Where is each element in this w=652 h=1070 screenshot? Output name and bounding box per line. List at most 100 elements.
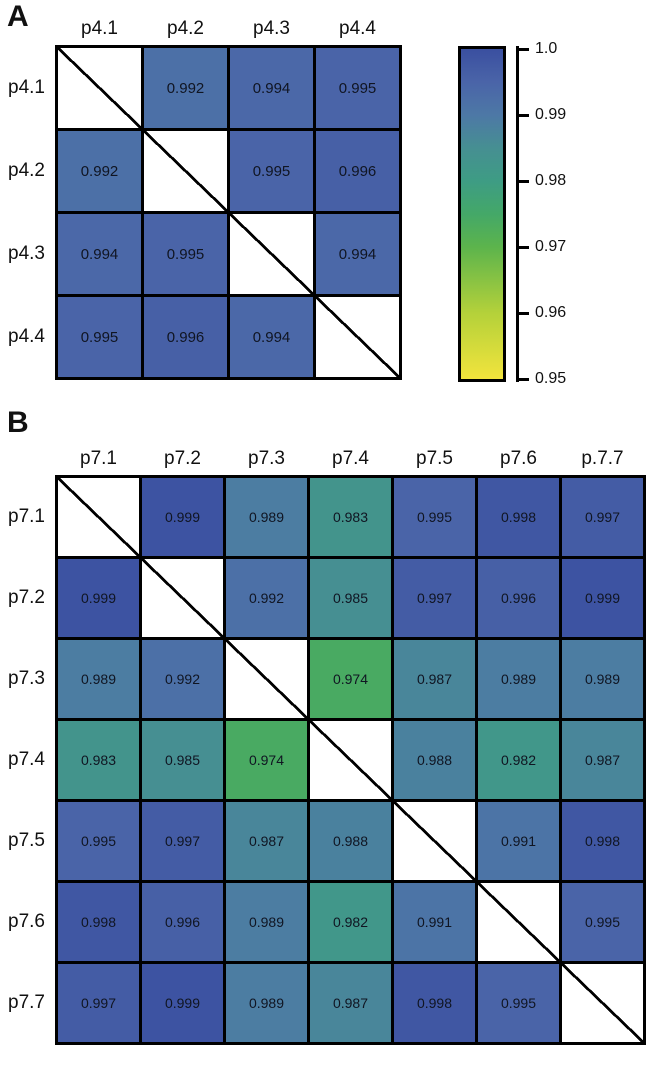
matrix-cell: 0.989 — [562, 640, 643, 718]
matrix-cell: 0.974 — [310, 640, 391, 718]
diagonal-cell — [142, 559, 223, 637]
matrix-cell: 0.992 — [226, 559, 307, 637]
column-header: p7.2 — [164, 448, 201, 469]
matrix-cell: 0.998 — [562, 802, 643, 880]
matrix-cell: 0.974 — [226, 721, 307, 799]
colorbar-tick-label: 0.95 — [535, 370, 567, 387]
row-header: p4.3 — [8, 243, 45, 264]
matrix-cell: 0.983 — [58, 721, 139, 799]
matrix-cell: 0.982 — [478, 721, 559, 799]
diagonal-cell — [230, 214, 313, 294]
colorbar-tick — [516, 311, 529, 315]
matrix-cell: 0.992 — [142, 640, 223, 718]
colorbar-legend: 1.0 0.99 0.98 0.97 0.96 0.95 — [458, 40, 638, 406]
matrix-cell: 0.992 — [144, 48, 227, 128]
matrix-cell: 0.999 — [58, 559, 139, 637]
matrix-cell: 0.982 — [310, 883, 391, 961]
colorbar-axis: 1.0 0.99 0.98 0.97 0.96 0.95 — [516, 40, 626, 387]
panel-b-heatmap: p7.1 p7.2 p7.3 p7.4 p7.5 p7.6 p.7.7 p7.1 p7.2 p7.… — [6, 448, 646, 1045]
matrix-cell: 0.996 — [316, 131, 399, 211]
column-header: p7.1 — [80, 448, 117, 469]
matrix-cell: 0.994 — [58, 214, 141, 294]
row-header: p7.7 — [8, 992, 45, 1013]
matrix-cell: 0.988 — [310, 802, 391, 880]
row-header: p4.4 — [8, 326, 45, 347]
matrix-cell: 0.989 — [226, 883, 307, 961]
row-header: p4.2 — [8, 160, 45, 181]
matrix-cell: 0.989 — [226, 478, 307, 556]
matrix-cell: 0.999 — [142, 964, 223, 1042]
row-header: p4.1 — [8, 77, 45, 98]
colorbar-tick-label: 0.96 — [535, 304, 567, 321]
row-header: p7.2 — [8, 587, 45, 608]
matrix-cell: 0.987 — [562, 721, 643, 799]
matrix-cell: 0.994 — [230, 48, 313, 128]
diagonal-cell — [562, 964, 643, 1042]
colorbar-tick-label: 1.0 — [535, 40, 558, 57]
matrix-cell: 0.983 — [310, 478, 391, 556]
row-header: p7.1 — [8, 506, 45, 527]
panel-a-heatmap: p4.1 p4.2 p4.3 p4.4 p4.1 p4.2 p4.3 p4.4 0.992 0.9… — [6, 18, 402, 380]
colorbar-tick — [516, 47, 529, 51]
matrix-cell: 0.989 — [226, 964, 307, 1042]
panel-a-letter: A — [7, 0, 29, 33]
matrix-cell: 0.995 — [58, 802, 139, 880]
matrix-cell: 0.997 — [58, 964, 139, 1042]
matrix-cell: 0.991 — [394, 883, 475, 961]
diagonal-cell — [316, 297, 399, 377]
matrix-cell: 0.997 — [142, 802, 223, 880]
column-header-row: p4.1 p4.2 p4.3 p4.4 — [58, 18, 402, 43]
colorbar-tick — [516, 377, 529, 381]
diagonal-cell — [58, 478, 139, 556]
matrix-cell: 0.996 — [142, 883, 223, 961]
column-header: p4.1 — [81, 18, 118, 39]
diagonal-cell — [226, 640, 307, 718]
diagonal-cell — [310, 721, 391, 799]
matrix-cell: 0.998 — [394, 964, 475, 1042]
row-label-column: p4.1 p4.2 p4.3 p4.4 — [6, 45, 55, 380]
matrix-cell: 0.987 — [394, 640, 475, 718]
column-header: p7.6 — [500, 448, 537, 469]
matrix-cell: 0.998 — [478, 478, 559, 556]
colorbar-axis-line — [516, 46, 519, 382]
colorbar-tick-label: 0.98 — [535, 172, 567, 189]
row-header: p7.5 — [8, 830, 45, 851]
matrix-cell: 0.999 — [562, 559, 643, 637]
column-header: p7.4 — [332, 448, 369, 469]
column-header: p7.3 — [248, 448, 285, 469]
matrix-cell: 0.985 — [142, 721, 223, 799]
colorbar-gradient — [458, 46, 506, 382]
matrix-cell: 0.989 — [58, 640, 139, 718]
colorbar-tick — [516, 179, 529, 183]
panel-b-letter: B — [7, 406, 29, 439]
row-label-column: p7.1 p7.2 p7.3 p7.4 p7.5 p7.6 p7.7 — [6, 475, 55, 1045]
colorbar-tick-label: 0.97 — [535, 238, 567, 255]
matrix-cell: 0.991 — [478, 802, 559, 880]
row-header: p7.6 — [8, 911, 45, 932]
matrix-cell: 0.995 — [230, 131, 313, 211]
matrix-cell: 0.997 — [562, 478, 643, 556]
heatmap-grid: 0.999 0.989 0.983 0.995 0.998 0.997 0.999 0.992… — [55, 475, 646, 1045]
matrix-cell: 0.994 — [316, 214, 399, 294]
row-header: p7.3 — [8, 668, 45, 689]
matrix-cell: 0.989 — [478, 640, 559, 718]
matrix-cell: 0.995 — [316, 48, 399, 128]
matrix-cell: 0.987 — [310, 964, 391, 1042]
matrix-cell: 0.996 — [478, 559, 559, 637]
column-header-row: p7.1 p7.2 p7.3 p7.4 p7.5 p7.6 p.7.7 — [58, 448, 646, 473]
matrix-cell: 0.995 — [144, 214, 227, 294]
diagonal-cell — [58, 48, 141, 128]
matrix-cell: 0.995 — [394, 478, 475, 556]
colorbar-tick — [516, 113, 529, 117]
column-header: p7.5 — [416, 448, 453, 469]
matrix-cell: 0.997 — [394, 559, 475, 637]
matrix-cell: 0.994 — [230, 297, 313, 377]
column-header: p4.2 — [167, 18, 204, 39]
matrix-cell: 0.995 — [58, 297, 141, 377]
heatmap-grid: 0.992 0.994 0.995 0.992 0.995 0.996 0.994 0.995… — [55, 45, 402, 380]
column-header: p4.3 — [253, 18, 290, 39]
matrix-cell: 0.988 — [394, 721, 475, 799]
row-header: p7.4 — [8, 749, 45, 770]
matrix-cell: 0.992 — [58, 131, 141, 211]
